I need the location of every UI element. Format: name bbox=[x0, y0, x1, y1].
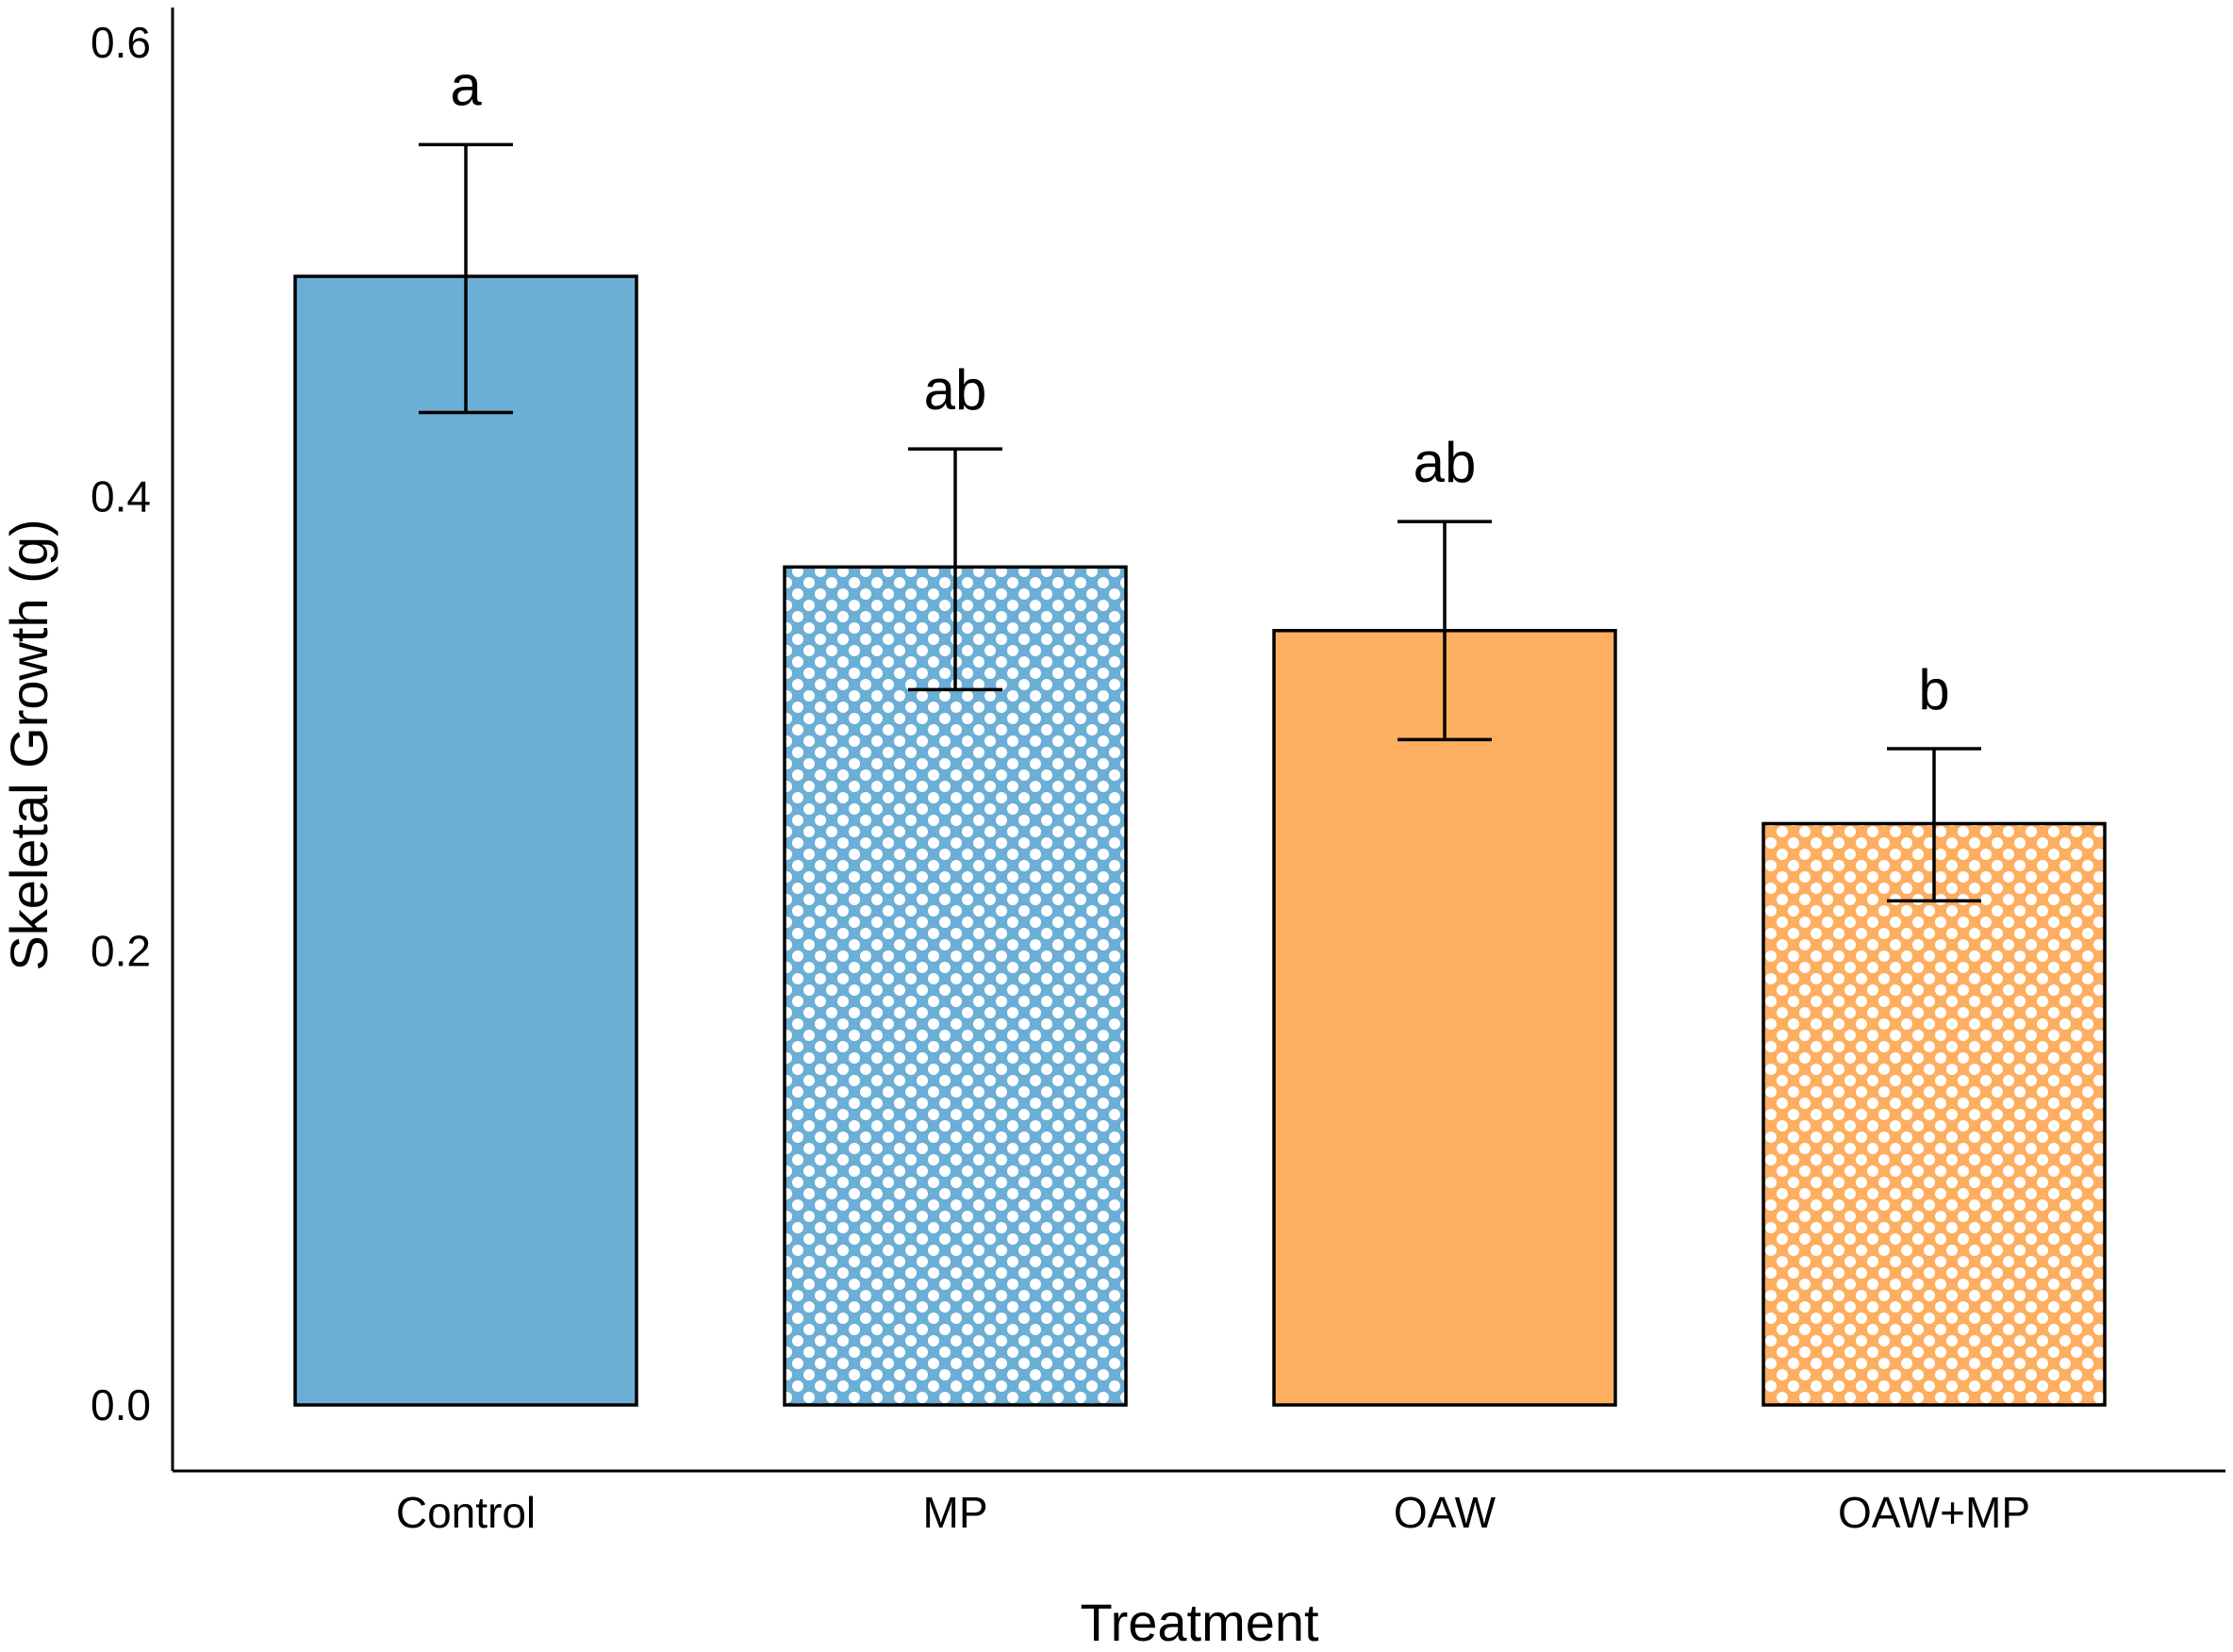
y-tick-label-0-0: 0.0 bbox=[91, 1380, 151, 1429]
y-tick-label-0-6: 0.6 bbox=[91, 18, 151, 67]
bar-oaw bbox=[1272, 629, 1617, 1407]
bar-control bbox=[293, 274, 638, 1407]
x-tick-label-mp: MP bbox=[923, 1488, 988, 1537]
bar-oaw-mp bbox=[1762, 821, 2107, 1407]
error-bar-oaw-mp bbox=[1887, 747, 1981, 903]
y-tick-label-0-4: 0.4 bbox=[91, 472, 151, 521]
significance-label-control: a bbox=[450, 54, 482, 117]
x-tick-label-oaw-mp: OAW+MP bbox=[1838, 1488, 2030, 1537]
significance-label-mp: ab bbox=[924, 358, 987, 421]
x-tick-label-oaw: OAW bbox=[1394, 1488, 1497, 1537]
y-axis-title: Skeletal Growth (g) bbox=[0, 519, 58, 970]
significance-label-oaw-mp: b bbox=[1918, 658, 1949, 721]
y-tick-label-0-2: 0.2 bbox=[91, 926, 151, 975]
bar-mp bbox=[783, 565, 1128, 1407]
x-axis-title: Treatment bbox=[1080, 1593, 1319, 1652]
error-bar-mp bbox=[908, 447, 1002, 692]
error-bar-control bbox=[419, 142, 513, 415]
significance-label-oaw: ab bbox=[1414, 431, 1477, 494]
error-bar-oaw bbox=[1398, 520, 1492, 742]
x-tick-label-control: Control bbox=[396, 1488, 536, 1537]
